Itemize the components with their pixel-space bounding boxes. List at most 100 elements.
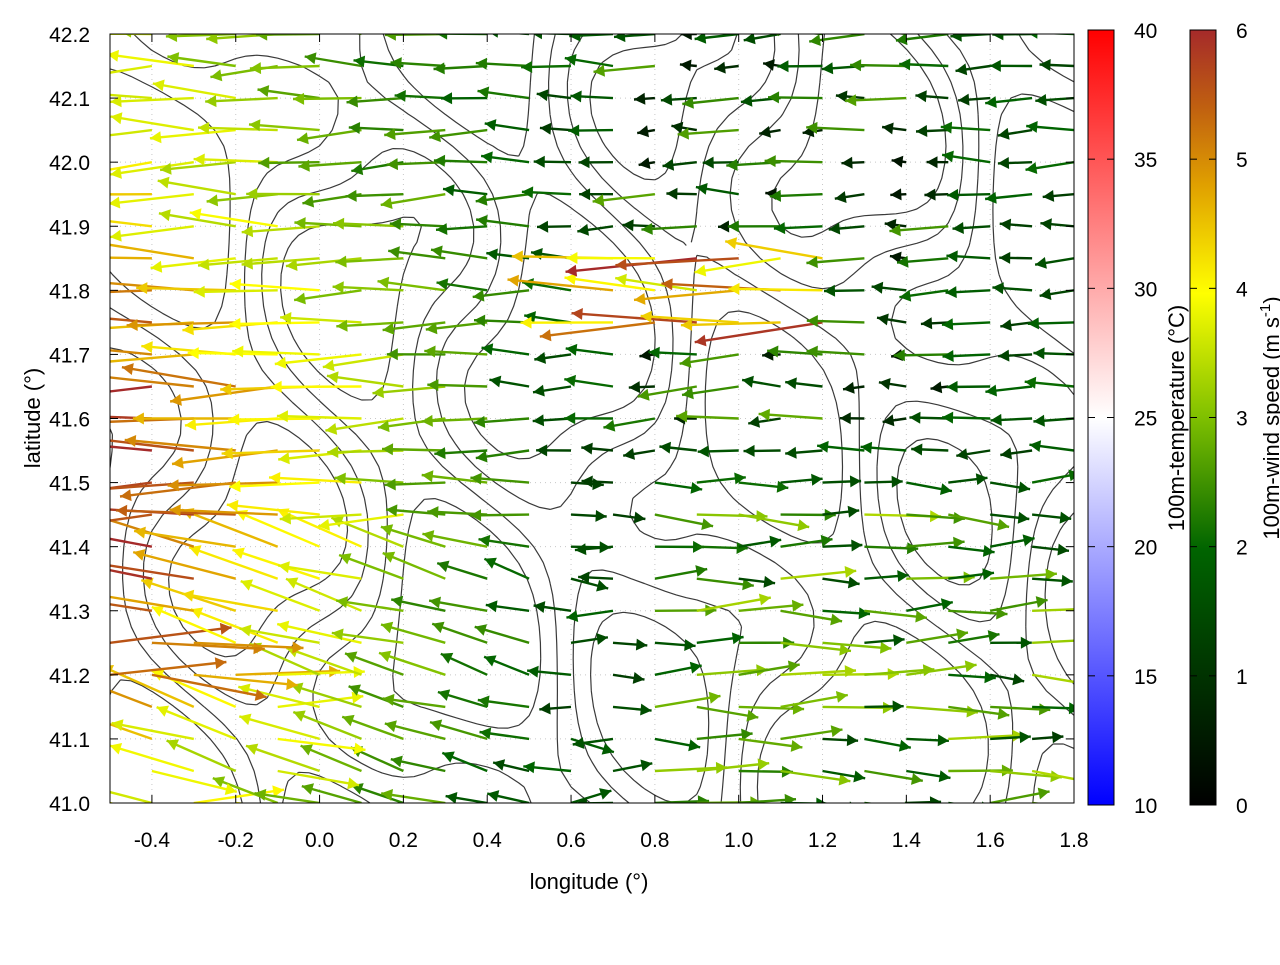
wind-arrow-shaft — [864, 803, 915, 808]
wind-arrow-head — [92, 238, 104, 250]
wind-arrow-head — [1134, 767, 1145, 779]
y-tick-label: 42.1 — [49, 88, 90, 111]
wind-arrow-shaft — [1032, 803, 1096, 810]
wind-arrow-shaft — [236, 803, 325, 814]
wind-arrow — [12, 125, 110, 137]
wind-arrow — [3, 250, 110, 262]
wind-arrow-head — [70, 133, 82, 145]
wind-arrow-head — [38, 288, 49, 300]
colorbar-tick-label: 15 — [1134, 666, 1157, 689]
x-tick-label: 0.8 — [640, 829, 669, 852]
wind-arrow-shaft — [948, 803, 992, 809]
colorbar-tick-label: 3 — [1236, 408, 1248, 431]
wind-arrow-shaft — [848, 27, 906, 34]
wind-arrow-shaft — [0, 515, 110, 525]
wind-arrow-head — [3, 250, 14, 262]
wind-arrow-head — [53, 189, 64, 201]
wind-arrow — [236, 803, 325, 818]
colorbar-tick-label: 1 — [1236, 666, 1248, 689]
colorbar-tick-label: 2 — [1236, 537, 1248, 560]
wind-arrow-head — [23, 34, 34, 46]
wind-arrow-head — [66, 502, 77, 514]
wind-arrow-head — [69, 72, 81, 84]
wind-arrow-head — [87, 511, 99, 522]
wind-arrow-head — [31, 307, 43, 319]
temperature-colorbar-label: 100m-temperature (°C) — [1164, 305, 1189, 531]
wind-arrow-head — [6, 180, 18, 192]
y-tick-label: 41.9 — [49, 216, 90, 239]
colorbar-tick-label: 30 — [1134, 278, 1157, 301]
y-tick-label: 41.1 — [49, 729, 90, 752]
x-tick-label: 1.0 — [724, 829, 753, 852]
y-tick-label: 41.5 — [49, 473, 90, 496]
y-tick-label: 41.8 — [49, 280, 90, 303]
wind-arrow-shaft — [0, 387, 110, 396]
wind-speed-colorbar-label: 100m-wind speed (m s-1) — [1257, 296, 1280, 539]
wind-arrow-shaft — [350, 27, 404, 34]
wind-arrow-head — [848, 22, 860, 34]
wind-arrow-head — [56, 704, 68, 715]
wind-arrow — [0, 319, 110, 331]
x-axis-label: longitude (°) — [530, 869, 649, 894]
wind-arrow — [30, 66, 110, 83]
x-tick-label: 1.2 — [808, 829, 837, 852]
wind-arrow — [0, 515, 110, 530]
wind-arrow-head — [21, 99, 32, 111]
wind-arrow-shaft — [768, 29, 822, 34]
colorbar-tick-label: 6 — [1236, 20, 1248, 43]
wind-arrow-head — [299, 19, 311, 31]
x-tick-label: 0.6 — [556, 829, 585, 852]
wind-arrow-head — [22, 519, 34, 531]
wind-arrow-head — [30, 71, 42, 83]
wind-arrow-head — [72, 431, 84, 443]
colorbar-tick-label: 40 — [1134, 20, 1157, 43]
y-tick-label: 41.6 — [49, 409, 90, 432]
wind-arrow-shaft — [823, 803, 860, 809]
colorbar-tick-label: 35 — [1134, 149, 1157, 172]
wind-arrow-head — [0, 277, 6, 289]
wind-arrow-head — [12, 701, 24, 712]
wind-arrow-head — [72, 779, 84, 791]
x-tick-label: 1.4 — [892, 829, 922, 852]
wind-arrow — [299, 19, 362, 34]
wind-arrow-head — [12, 125, 23, 137]
wind-arrow-head — [11, 155, 22, 167]
wind-arrow-shaft — [0, 322, 110, 325]
wind-arrow-head — [184, 816, 196, 828]
wind-arrow-shaft — [6, 185, 110, 195]
colorbar-tick-label: 5 — [1236, 149, 1248, 172]
wind-arrow-head — [20, 737, 32, 748]
wind-arrow — [0, 387, 110, 401]
wind-arrow-shaft — [194, 290, 278, 292]
wind-arrow-head — [31, 524, 43, 536]
wind-arrow-head — [82, 370, 94, 382]
y-tick-label: 42.2 — [49, 24, 90, 47]
x-tick-label: 1.8 — [1059, 829, 1088, 852]
y-tick-label: 41.3 — [49, 601, 90, 624]
wind-speed-label-main: 100m-wind speed (m s — [1259, 317, 1280, 540]
wind-arrow-shaft — [728, 289, 822, 291]
wind-arrow — [350, 22, 404, 34]
wind-arrow-head — [313, 806, 325, 818]
wind-arrow-shaft — [3, 256, 110, 258]
wind-arrow-head — [0, 357, 1, 369]
wind-arrow-head — [48, 251, 59, 263]
wind-arrow-head — [91, 356, 102, 368]
wind-arrow-head — [89, 589, 101, 601]
wind-arrow-head — [6, 672, 18, 684]
wind-arrow-head — [0, 319, 8, 331]
colorbar-tick-label: 25 — [1134, 408, 1157, 431]
wind-arrow-head — [93, 322, 104, 334]
y-tick-label: 41.2 — [49, 665, 90, 688]
x-tick-label: 1.6 — [976, 829, 1005, 852]
wind-arrow — [848, 22, 906, 34]
wind-arrow — [6, 180, 110, 195]
wind-arrow — [0, 451, 110, 469]
wind-arrow-shaft — [48, 257, 152, 259]
y-tick-label: 41.0 — [49, 793, 90, 816]
wind-arrow-head — [1115, 510, 1126, 522]
wind-arrow-shaft — [30, 66, 110, 79]
